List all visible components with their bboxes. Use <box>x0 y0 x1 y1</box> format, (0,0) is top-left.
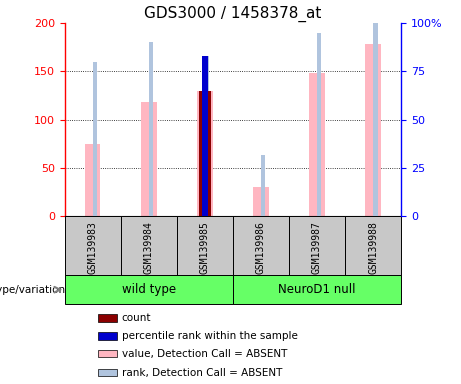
Bar <box>317 33 321 217</box>
Bar <box>202 56 207 217</box>
Bar <box>85 144 100 217</box>
Text: GSM139985: GSM139985 <box>200 221 210 274</box>
Text: percentile rank within the sample: percentile rank within the sample <box>122 331 298 341</box>
Bar <box>98 314 117 322</box>
Text: GSM139984: GSM139984 <box>144 221 154 274</box>
Bar <box>141 103 157 217</box>
Text: wild type: wild type <box>122 283 176 296</box>
Bar <box>98 332 117 340</box>
Bar <box>93 62 97 217</box>
Bar <box>253 187 269 217</box>
Bar <box>98 350 117 358</box>
Bar <box>345 217 401 275</box>
Bar <box>205 56 209 217</box>
Bar <box>197 91 213 217</box>
Text: GSM139986: GSM139986 <box>256 221 266 274</box>
Text: genotype/variation: genotype/variation <box>0 285 65 295</box>
Bar <box>65 275 233 304</box>
Text: GSM139983: GSM139983 <box>88 221 98 274</box>
Text: GSM139988: GSM139988 <box>368 221 378 274</box>
Title: GDS3000 / 1458378_at: GDS3000 / 1458378_at <box>144 5 321 22</box>
Text: rank, Detection Call = ABSENT: rank, Detection Call = ABSENT <box>122 367 282 377</box>
Bar <box>199 91 211 217</box>
Bar <box>373 13 378 217</box>
Bar <box>121 217 177 275</box>
Bar <box>289 217 345 275</box>
Bar <box>65 217 121 275</box>
Bar <box>98 369 117 376</box>
Text: count: count <box>122 313 151 323</box>
Bar <box>233 275 401 304</box>
Bar <box>233 217 289 275</box>
Bar <box>261 154 266 217</box>
Text: value, Detection Call = ABSENT: value, Detection Call = ABSENT <box>122 349 287 359</box>
Text: NeuroD1 null: NeuroD1 null <box>278 283 356 296</box>
Bar <box>365 44 381 217</box>
Text: GSM139987: GSM139987 <box>312 221 322 274</box>
Bar <box>309 73 325 217</box>
Bar <box>148 42 153 217</box>
Bar <box>177 217 233 275</box>
